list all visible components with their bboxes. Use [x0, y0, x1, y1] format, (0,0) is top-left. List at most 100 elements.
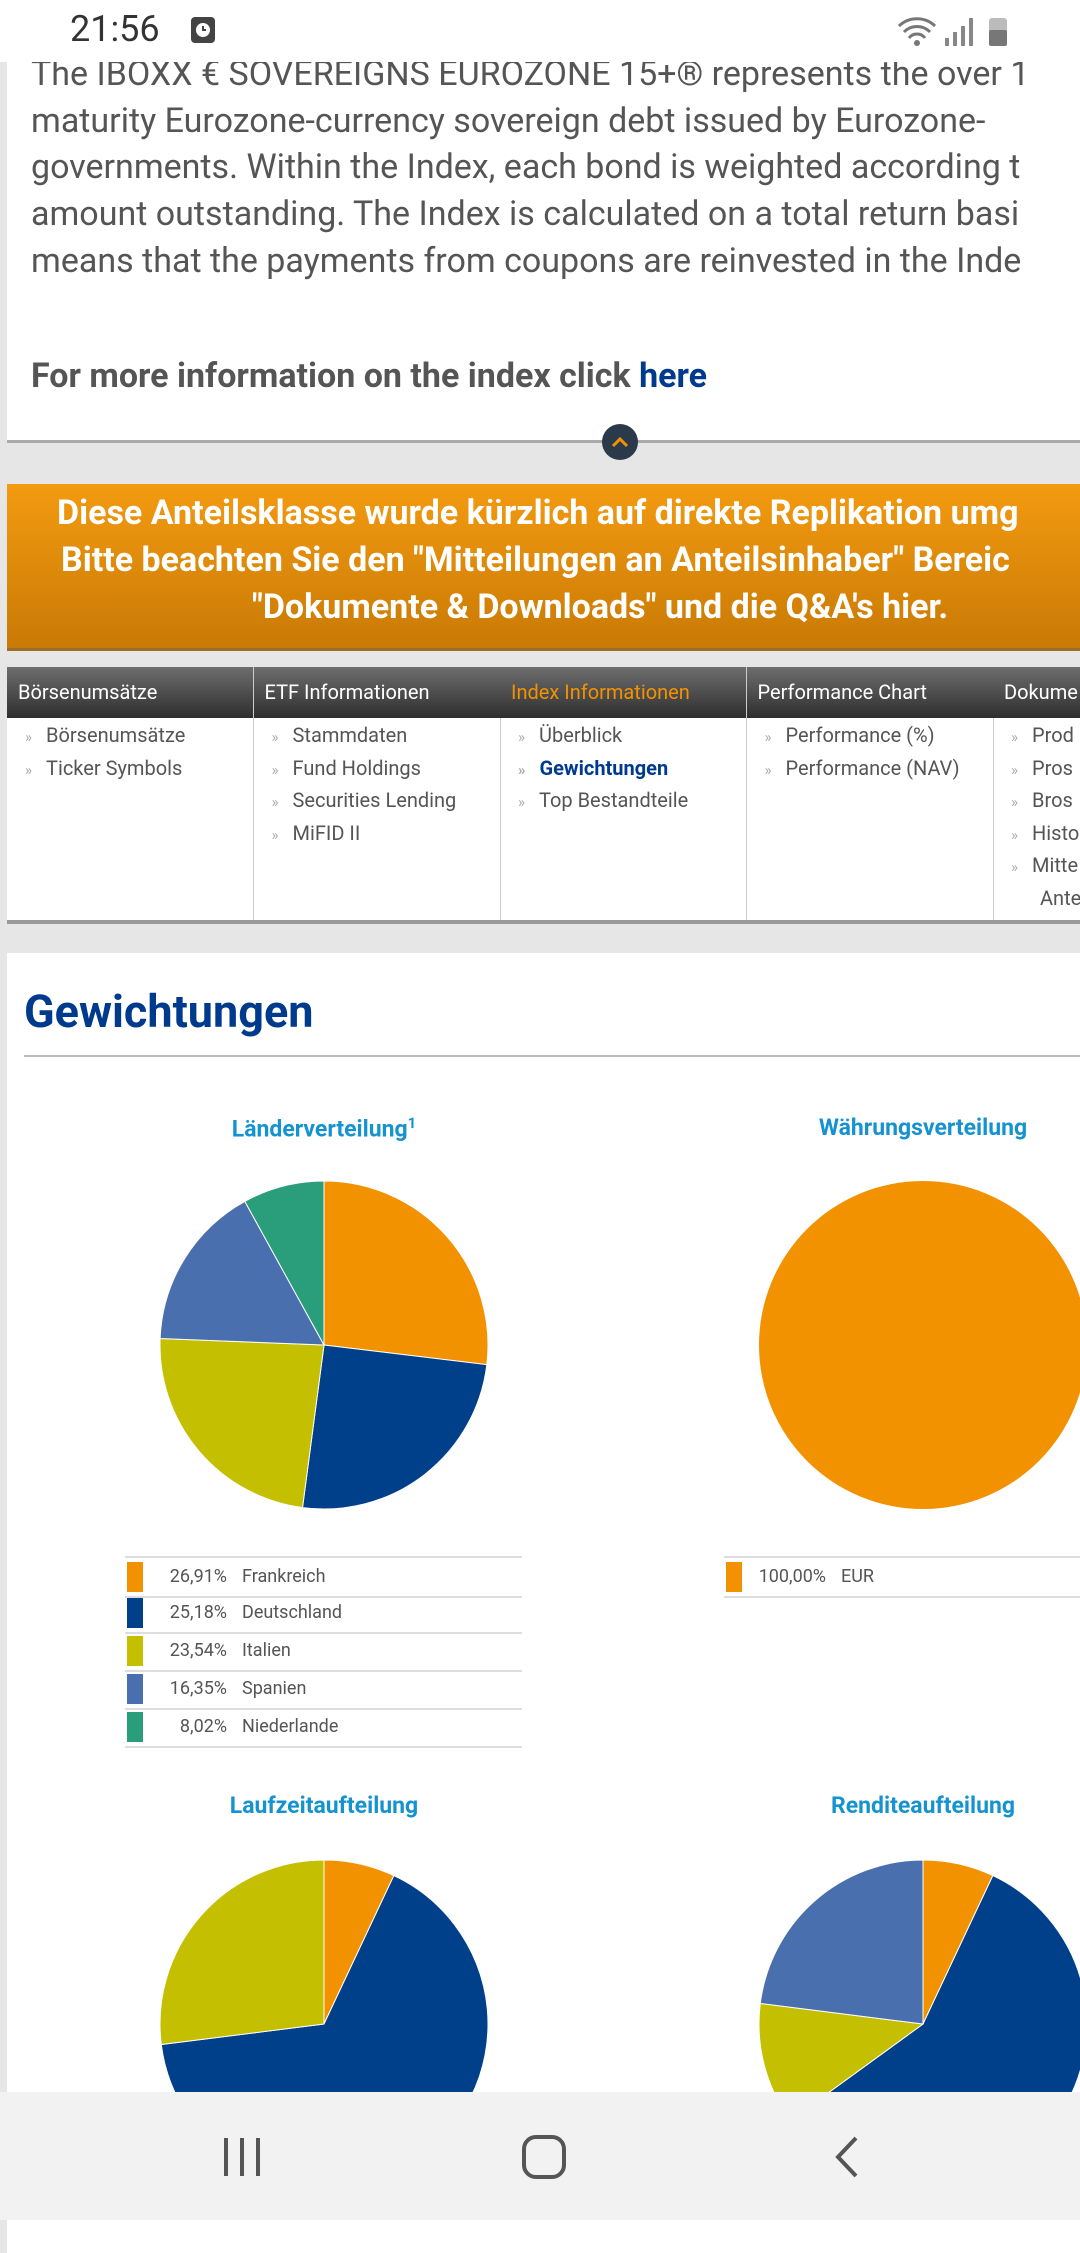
pie-slice [159, 1200, 325, 1346]
legend-value: 16,35% [169, 1678, 227, 1699]
notice-line: Bitte beachten Sie den "Mitteilungen an … [61, 540, 1010, 580]
description-line: The IBOXX € SOVEREIGNS EUROZONE 15+® rep… [31, 62, 1030, 94]
nav-column: Performance Chart » Performance (%) » Perfor… [746, 667, 994, 920]
legend-row: 16,35% Spanien [125, 1670, 522, 1710]
legend-name: EUR [841, 1566, 874, 1587]
nav-item[interactable]: » Börsenumsätze [25, 723, 185, 747]
legend-row: 8,02% Niederlande [125, 1708, 522, 1748]
nav-item[interactable]: » Histo [1011, 821, 1079, 845]
legend-swatch [127, 1712, 143, 1742]
legend-swatch [127, 1562, 143, 1592]
nav-column: Dokume » Prod » Pros » Bros » Histo » Mitte Ante [993, 667, 1080, 920]
pie-slice [759, 1859, 924, 2025]
chart-title-text: Renditeaufteilung [831, 1792, 1015, 1819]
description-line: means that the payments from coupons are… [31, 240, 1022, 281]
bullet: » [764, 760, 772, 779]
nav-label: Fund Holdings [292, 755, 421, 780]
chart-title: Renditeaufteilung [831, 1792, 1015, 1819]
legend-row: 26,91% Frankreich [125, 1556, 522, 1598]
nav-item[interactable]: » Prod [1011, 723, 1074, 747]
bullet: » [1011, 793, 1019, 811]
chart-title: Währungsverteilung [819, 1114, 1027, 1141]
nav-header[interactable]: Börsenumsätze [7, 667, 253, 718]
nav-item[interactable]: » Überblick [518, 723, 622, 747]
recents-button[interactable] [224, 2138, 260, 2176]
weights-card: Gewichtungen Länderverteilung1 26,91% Fran… [7, 953, 1080, 2253]
nav-label: Ticker Symbols [46, 755, 183, 780]
legend-name: Deutschland [242, 1602, 343, 1623]
legend-row: 100,00% EUR [724, 1556, 1080, 1598]
nav-item[interactable]: » Pros [1011, 756, 1073, 780]
more-info: For more information on the index click … [31, 356, 707, 396]
legend-row: 23,54% Italien [125, 1632, 522, 1672]
nav-header[interactable]: Index Informationen [500, 667, 746, 718]
legend-name: Niederlande [242, 1716, 339, 1737]
clock: 21:56 [70, 8, 160, 50]
notice-line: Diese Anteilsklasse wurde kürzlich auf d… [57, 493, 1019, 533]
more-info-link[interactable]: here [639, 356, 708, 396]
nav-item[interactable]: » Performance (%) [765, 723, 935, 747]
pie-slice [759, 1181, 1080, 1509]
nav-item[interactable]: Ante [1011, 886, 1080, 910]
notice-line: "Dokumente & Downloads" und die Q&A's hi… [252, 587, 949, 627]
legend-name: Spanien [242, 1678, 307, 1699]
nav-label: Ante [1040, 885, 1080, 910]
nav-label: Stammdaten [292, 723, 408, 747]
nav-label: Mitte [1032, 853, 1079, 877]
bullet: » [271, 825, 279, 844]
collapse-button[interactable] [600, 422, 640, 462]
legend-swatch [726, 1562, 742, 1592]
nav-label: Prod [1032, 723, 1074, 747]
nav-label: Pros [1032, 755, 1073, 780]
bullet: » [518, 728, 526, 746]
chart-title-text: Währungsverteilung [818, 1114, 1028, 1141]
section-title: Gewichtungen [24, 985, 314, 1038]
nav-item[interactable]: » Top Bestandteile [518, 788, 688, 812]
nav-item[interactable]: » Fund Holdings [272, 756, 421, 780]
bullet: » [271, 760, 279, 779]
chart-title-text: Laufzeitaufteilung [229, 1792, 419, 1819]
nav-header[interactable]: Dokume [993, 667, 1080, 718]
bullet: » [25, 760, 33, 779]
status-bar: 21:56 [0, 0, 1080, 62]
nav-menu: Börsenumsätze » Börsenumsätze » Ticker Symbo… [7, 667, 1080, 924]
nav-bar [0, 2092, 1080, 2220]
nav-item[interactable]: » MiFID II [272, 821, 361, 845]
nav-column: Index Informationen » Überblick » Gewichtung… [500, 667, 747, 920]
more-info-text: For more information on the index click [31, 356, 631, 396]
nav-label: MiFID II [292, 820, 361, 845]
chart-title-text: Länderverteilung [231, 1115, 408, 1143]
nav-label: Performance (%) [785, 723, 935, 747]
back-button[interactable] [835, 2136, 858, 2178]
home-button[interactable] [522, 2135, 566, 2179]
footnote: 1 [407, 1114, 417, 1132]
legend-name: Frankreich [242, 1566, 326, 1587]
nav-column: Börsenumsätze » Börsenumsätze » Ticker Symbo… [7, 667, 254, 920]
nav-item[interactable]: » Mitte [1011, 853, 1078, 877]
nav-item[interactable]: » Securities Lending [272, 788, 457, 812]
bullet: » [1011, 858, 1019, 876]
nav-header[interactable]: ETF Informationen [253, 667, 500, 718]
nav-item[interactable]: » Performance (NAV) [765, 756, 960, 780]
bullet: » [1011, 728, 1019, 746]
notice-banner: Diese Anteilsklasse wurde kürzlich auf d… [7, 484, 1080, 651]
nav-label: Gewichtungen [539, 755, 669, 780]
legend-swatch [127, 1636, 143, 1666]
nav-label: Securities Lending [292, 788, 457, 812]
nav-item[interactable]: » Ticker Symbols [25, 756, 182, 780]
nav-item[interactable]: » Stammdaten [272, 723, 408, 747]
nav-label: Histo [1032, 820, 1080, 845]
legend-value: 100,00% [758, 1566, 826, 1587]
legend-swatch [127, 1674, 143, 1704]
description-line: maturity Eurozone-currency sovereign deb… [31, 100, 986, 141]
nav-label: Bros [1032, 788, 1073, 812]
bullet: » [1011, 760, 1019, 779]
nav-item[interactable]: » Bros [1011, 788, 1073, 812]
description-panel: The IBOXX € SOVEREIGNS EUROZONE 15+® rep… [7, 62, 1080, 443]
description-line: amount outstanding. The Index is calcula… [31, 194, 1020, 235]
nav-buttons [224, 2135, 858, 2179]
bullet: » [271, 793, 279, 811]
nav-header[interactable]: Performance Chart [746, 667, 993, 718]
nav-item[interactable]: » Gewichtungen [518, 756, 668, 780]
